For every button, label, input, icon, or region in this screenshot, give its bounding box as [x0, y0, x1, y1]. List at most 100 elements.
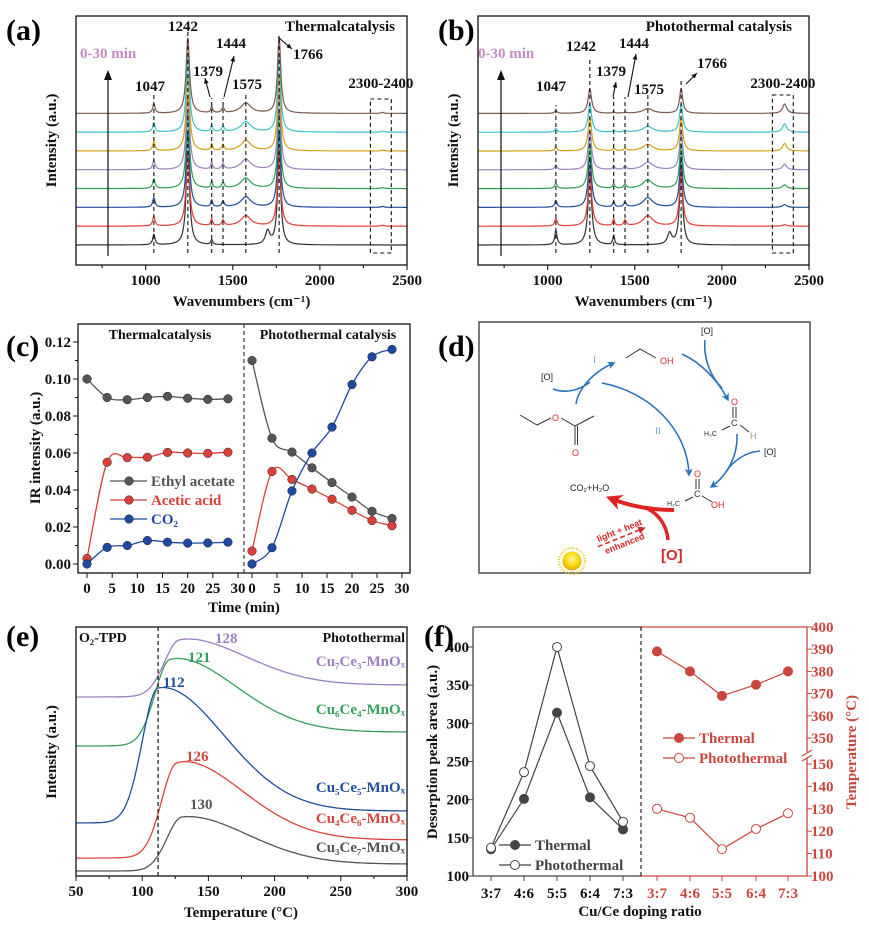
time-arrowhead — [497, 70, 505, 80]
spectrum-trace-4 — [76, 92, 407, 171]
data-point — [223, 447, 233, 457]
data-point — [327, 494, 337, 504]
arrow-oxygen-join-left — [552, 381, 591, 392]
legend-label: Acetic acid — [151, 493, 222, 509]
left-photothermal-point — [618, 816, 628, 827]
peak-label-1575: 1575 — [232, 77, 262, 93]
ethanol-molecule — [625, 348, 657, 359]
tpd-curve — [76, 657, 407, 747]
left-y-tick-label: 400 — [447, 640, 470, 656]
right-y-tick-label: 390 — [811, 642, 834, 658]
y-axis-title: IR intensity (a.u.) — [28, 392, 44, 505]
data-point — [162, 391, 173, 401]
ester-oxygen-label: O — [552, 413, 559, 423]
right-photothermal-point — [717, 844, 727, 855]
x-axis-title: Cu/Ce doping ratio — [578, 904, 701, 920]
y-tick-label: 0.08 — [45, 409, 71, 425]
time-arrowhead — [104, 70, 112, 80]
sample-label: Cu₃Ce₇-MnOₓ — [316, 840, 406, 856]
arrow-pathway-ii — [601, 382, 693, 477]
spectrum-trace-3 — [76, 111, 407, 190]
panel-label-c: (c) — [6, 330, 39, 363]
data-point — [122, 453, 132, 463]
panel-label-e: (e) — [6, 620, 39, 653]
x-tick-label-left: 6:4 — [580, 886, 600, 902]
y-axis-title: Intensity (a.u.) — [446, 94, 462, 188]
spectrum-trace-1 — [76, 148, 407, 227]
panel-title: Photothermal catalysis — [646, 19, 792, 35]
panel-title: Thermalcatalysis — [285, 19, 395, 35]
x-tick-label: 15 — [155, 581, 170, 597]
x-tick-label: 50 — [69, 884, 84, 900]
data-point — [347, 380, 357, 390]
x-tick-label: 150 — [197, 884, 220, 900]
diagram-frame — [478, 321, 811, 574]
x-axis-title: Wavenumbers (cm⁻¹) — [575, 294, 713, 310]
right-y-tick-label: 120 — [811, 824, 834, 840]
legend-marker — [674, 733, 684, 743]
panel-c-kinetics: 0.00 0.02 0.04 0.06 0.08 0.10 0.12 IR intensity… — [28, 323, 411, 616]
spectrum-trace-5 — [478, 114, 809, 152]
spectrum-trace-7 — [478, 87, 809, 114]
data-point — [347, 505, 357, 515]
legend-marker — [674, 753, 684, 763]
ethyl-acetate-molecule — [519, 414, 595, 445]
x-tick-label: 2500 — [392, 273, 422, 289]
right-y-tick-label: 380 — [811, 664, 834, 680]
right-y-tick-label: 150 — [811, 757, 834, 773]
data-point — [347, 492, 357, 502]
aldehyde-h3c-label: H₃C — [704, 431, 717, 438]
legend-label: Thermal — [535, 838, 591, 854]
spectrum-trace-2 — [76, 129, 407, 208]
x-tick-label: 100 — [131, 884, 154, 900]
arrow-oxygen-join-right — [725, 450, 761, 473]
right-y-tick-label: 110 — [811, 847, 833, 863]
left-photothermal-point — [552, 642, 562, 652]
peak-temperature-label: 121 — [188, 650, 211, 666]
x-tick-label: 30 — [395, 581, 410, 597]
right-y-tick-label: 350 — [811, 731, 834, 747]
data-point — [267, 543, 277, 553]
x-tick-label-left: 4:6 — [514, 886, 534, 902]
spectrum-trace-6 — [76, 54, 407, 133]
tpd-curve — [76, 638, 407, 698]
x-tick-label: 5 — [108, 581, 116, 597]
data-point — [287, 486, 297, 496]
x-tick-label: 15 — [320, 581, 335, 597]
data-point — [307, 484, 317, 494]
left-y-tick-label: 350 — [447, 678, 470, 694]
axis-break-mark — [801, 749, 813, 762]
acid-oxygen-label: O — [694, 469, 701, 479]
x-tick-label: 2000 — [707, 273, 737, 289]
legend-marker — [124, 476, 134, 486]
legend-marker — [510, 860, 520, 870]
x-tick-label-left: 5:5 — [547, 886, 567, 902]
panel-label-f: (f) — [424, 620, 454, 653]
peak-temperature-label: 126 — [186, 749, 209, 765]
spectrum-trace-2 — [478, 156, 809, 208]
right-y-axis-title: Temperature (°C) — [844, 695, 860, 809]
right-y-tick-label: 130 — [811, 802, 834, 818]
x-tick-label: 10 — [295, 581, 310, 597]
spectrum-trace-7 — [76, 35, 407, 114]
x-tick-label: 25 — [370, 581, 385, 597]
legend-marker — [510, 840, 520, 850]
data-point — [162, 537, 173, 547]
peak-label-1047: 1047 — [135, 79, 166, 95]
peak-temperature-label: 130 — [190, 797, 213, 813]
data-point — [287, 474, 297, 485]
right-y-tick-label: 140 — [811, 779, 834, 795]
data-point — [307, 463, 317, 473]
data-point — [307, 448, 317, 458]
right-thermal-point — [717, 690, 727, 701]
acetaldehyde-bonds — [721, 407, 750, 433]
x-tick-label: 1000 — [533, 273, 563, 289]
y-tick-label: 0.12 — [45, 335, 71, 351]
data-point — [267, 466, 277, 477]
x-tick-label: 10 — [130, 581, 145, 597]
spectrum-trace-6 — [478, 102, 809, 133]
sample-label: Cu₅Ce₅-MnOₓ — [316, 780, 406, 796]
x-tick-label: 25 — [205, 581, 220, 597]
legend-label: Photothermal — [699, 751, 787, 767]
